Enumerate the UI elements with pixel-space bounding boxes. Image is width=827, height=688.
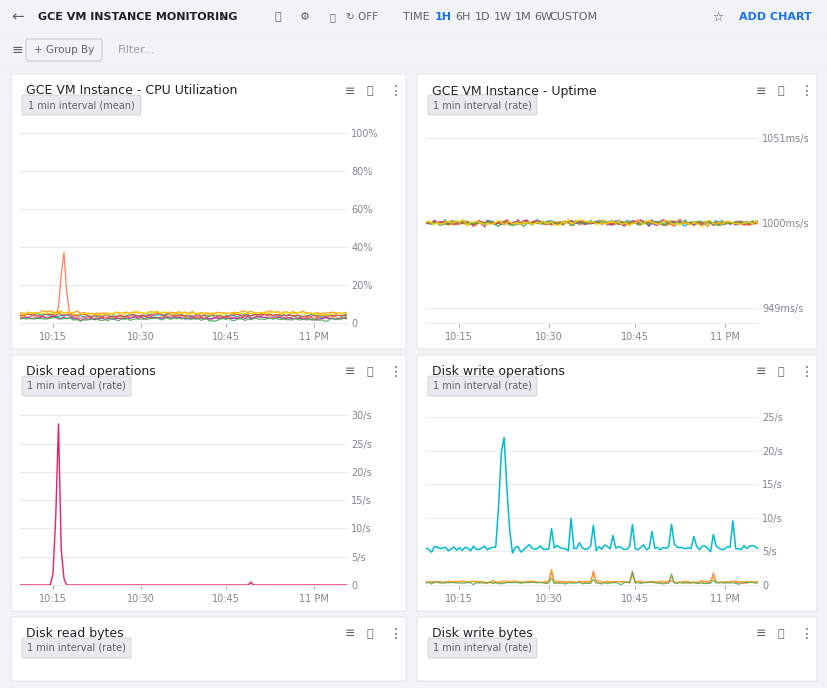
FancyBboxPatch shape [417,617,816,681]
FancyBboxPatch shape [22,376,131,396]
Text: 6W: 6W [533,12,552,22]
Text: ≡: ≡ [12,43,24,57]
Text: ⋮: ⋮ [799,84,813,98]
Text: 1M: 1M [514,12,531,22]
Text: ≡: ≡ [345,365,355,378]
Text: ☆: ☆ [711,10,723,23]
Text: ≡: ≡ [345,627,355,641]
Text: 1D: 1D [475,12,490,22]
Text: ⋮: ⋮ [389,365,403,379]
Text: GCE VM Instance - Uptime: GCE VM Instance - Uptime [432,85,596,98]
Text: ⛶: ⛶ [366,629,373,639]
Text: ⛶: ⛶ [366,367,373,377]
Text: Filter...: Filter... [118,45,155,55]
Text: 1 min interval (rate): 1 min interval (rate) [433,643,531,653]
FancyBboxPatch shape [26,39,102,61]
FancyBboxPatch shape [11,355,405,611]
FancyBboxPatch shape [428,95,537,115]
Text: 1W: 1W [494,12,511,22]
FancyBboxPatch shape [11,617,405,681]
Text: ≡: ≡ [755,627,766,641]
Text: + Group By: + Group By [34,45,94,55]
Text: 1 min interval (rate): 1 min interval (rate) [433,100,531,110]
Text: ⋮: ⋮ [799,365,813,379]
Text: 1 min interval (rate): 1 min interval (rate) [433,381,531,391]
FancyBboxPatch shape [22,95,141,115]
FancyBboxPatch shape [428,638,537,658]
Text: GCE VM INSTANCE MONITORING: GCE VM INSTANCE MONITORING [38,12,237,22]
Text: 1 min interval (mean): 1 min interval (mean) [28,100,135,110]
Text: Disk write operations: Disk write operations [432,365,564,378]
FancyBboxPatch shape [22,638,131,658]
Text: Disk read bytes: Disk read bytes [26,627,123,641]
FancyBboxPatch shape [417,74,816,349]
Text: ≡: ≡ [345,85,355,98]
Text: 🔍: 🔍 [275,12,281,22]
Text: 1 min interval (rate): 1 min interval (rate) [27,643,126,653]
Text: 1 min interval (rate): 1 min interval (rate) [27,381,126,391]
Text: ⛶: ⛶ [366,86,373,96]
FancyBboxPatch shape [11,74,405,349]
Text: GCE VM Instance - CPU Utilization: GCE VM Instance - CPU Utilization [26,85,237,98]
Text: Disk write bytes: Disk write bytes [432,627,532,641]
Text: Disk read operations: Disk read operations [26,365,155,378]
Text: ADD CHART: ADD CHART [738,12,810,22]
Text: ⋮: ⋮ [799,627,813,641]
Text: ⛶: ⛶ [777,629,784,639]
Text: ⚙: ⚙ [299,12,309,22]
Text: ⋮: ⋮ [389,627,403,641]
FancyBboxPatch shape [428,376,537,396]
Text: ≡: ≡ [755,85,766,98]
Text: 1H: 1H [434,12,451,22]
Text: ⛶: ⛶ [328,12,335,22]
Text: ≡: ≡ [755,365,766,378]
Text: ⋮: ⋮ [389,84,403,98]
FancyBboxPatch shape [417,355,816,611]
Text: ←: ← [12,10,24,25]
Text: ⛶: ⛶ [777,367,784,377]
Text: CUSTOM: CUSTOM [548,12,596,22]
Text: ⛶: ⛶ [777,86,784,96]
Text: 6H: 6H [455,12,470,22]
Text: ▾: ▾ [220,12,225,22]
Text: TIME: TIME [402,12,428,22]
Text: ↻ OFF: ↻ OFF [346,12,378,22]
